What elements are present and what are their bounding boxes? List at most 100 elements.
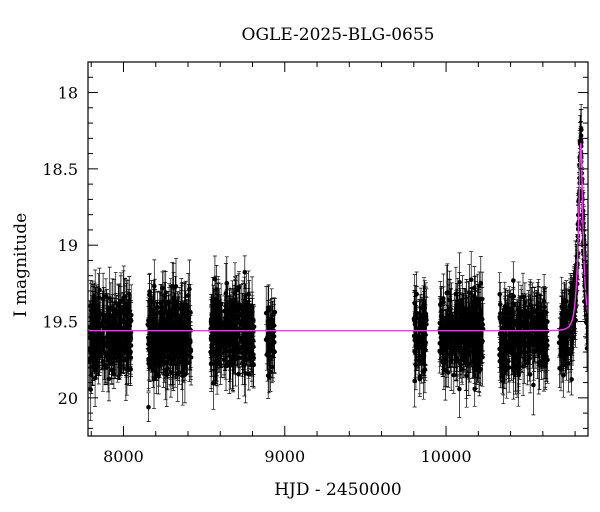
data-point (88, 387, 93, 392)
data-point (88, 325, 93, 330)
data-point (469, 321, 474, 327)
data-point (421, 321, 427, 326)
data-point (471, 325, 476, 331)
data-point (413, 336, 419, 342)
data-point (470, 359, 475, 365)
data-point (160, 347, 165, 352)
data-point (466, 361, 472, 367)
data-point (209, 333, 214, 339)
data-point (504, 340, 509, 346)
data-point (127, 298, 132, 303)
data-point (101, 341, 107, 346)
data-point (502, 315, 508, 321)
data-point (219, 324, 225, 329)
data-point (128, 335, 134, 340)
data-point (245, 323, 250, 329)
data-point (124, 366, 130, 371)
data-point (92, 375, 98, 381)
data-point (100, 359, 106, 365)
data-point (523, 313, 529, 319)
data-point (188, 310, 193, 315)
data-point (459, 357, 465, 363)
y-axis-ticks: 18 18.5 19 19.5 20 (42, 61, 588, 429)
data-point (224, 349, 229, 354)
data-point (454, 347, 460, 353)
data-point (438, 335, 444, 340)
data-point (104, 316, 110, 321)
data-point (90, 319, 95, 325)
data-point (123, 337, 129, 343)
data-point (579, 127, 584, 133)
data-point (164, 348, 169, 354)
data-point (151, 299, 156, 305)
data-point (454, 332, 460, 337)
data-point (463, 310, 469, 315)
data-point (118, 299, 124, 304)
data-point (156, 363, 162, 369)
data-point (243, 343, 249, 349)
data-point (173, 284, 179, 289)
data-point (509, 324, 514, 330)
data-point (118, 305, 123, 310)
data-point (530, 306, 535, 312)
data-point (173, 299, 178, 305)
data-point (179, 315, 184, 321)
data-point (169, 339, 175, 344)
data-point (266, 305, 272, 310)
data-point (269, 364, 275, 370)
data-point (159, 335, 164, 340)
data-point (412, 300, 418, 306)
data-point (451, 372, 457, 378)
data-point (466, 306, 471, 312)
data-point (221, 357, 227, 363)
data-point (213, 337, 219, 342)
data-point (448, 318, 453, 324)
data-point (476, 360, 482, 366)
data-point (208, 361, 214, 366)
data-point (471, 333, 477, 338)
data-point (562, 353, 568, 359)
data-point (103, 353, 109, 359)
data-point (125, 320, 131, 325)
data-point (92, 298, 97, 303)
data-point (497, 346, 502, 352)
data-point (249, 335, 254, 341)
data-point (264, 335, 270, 341)
data-point (518, 314, 524, 319)
data-point (556, 340, 562, 346)
data-point (502, 307, 508, 312)
data-point (467, 349, 473, 355)
data-point (117, 342, 122, 348)
data-point (537, 344, 542, 350)
data-point (128, 349, 133, 355)
data-point (272, 349, 277, 355)
data-point (243, 336, 249, 342)
data-point (459, 367, 465, 372)
data-point (412, 349, 418, 355)
data-point (246, 291, 251, 297)
data-point (210, 320, 216, 326)
data-point (437, 330, 443, 336)
data-point (172, 304, 177, 310)
data-point (107, 343, 112, 348)
data-point (520, 294, 526, 300)
data-point (453, 291, 459, 297)
data-point (250, 319, 255, 324)
data-point (242, 270, 248, 275)
data-point (160, 286, 165, 291)
data-point (165, 337, 171, 343)
x-axis-ticks: 8000 9000 10000 (90, 62, 576, 466)
data-point (527, 310, 533, 316)
data-point (166, 323, 171, 329)
data-point (216, 300, 221, 305)
data-point (117, 358, 123, 364)
data-point (462, 331, 467, 337)
data-point (472, 386, 478, 392)
data-point (569, 329, 574, 335)
data-point (150, 359, 156, 365)
data-point (126, 309, 132, 314)
data-point (159, 315, 164, 321)
data-point (208, 326, 213, 332)
data-point (152, 305, 158, 311)
